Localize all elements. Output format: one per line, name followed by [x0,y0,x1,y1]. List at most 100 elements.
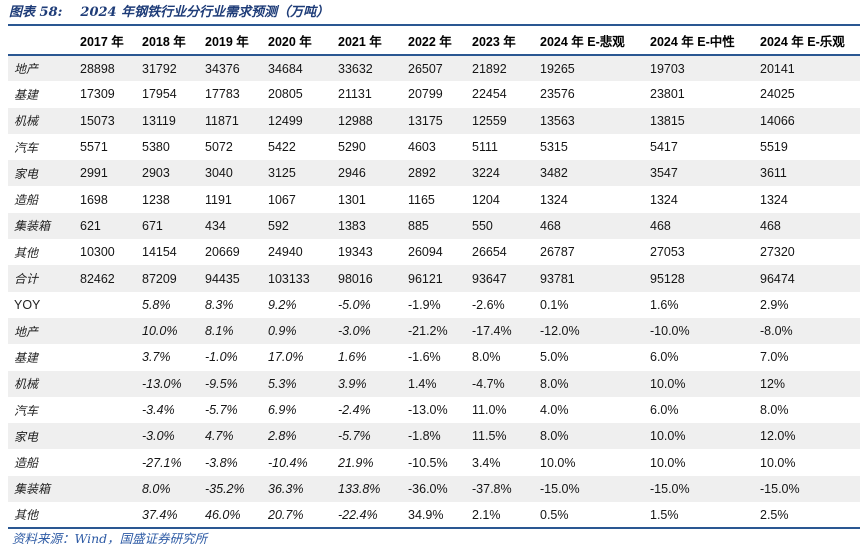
row-label: 基建 [14,87,39,102]
data-cell: -3.0% [142,429,175,444]
data-cell: 1204 [472,192,500,207]
data-cell: 5.3% [268,376,297,391]
data-cell: 7.0% [760,350,789,365]
table-row: 基建 17309 17954 17783 20805 21131 20799 22454 235… [8,81,860,107]
data-cell: 87209 [142,271,177,286]
data-cell: 98016 [338,271,373,286]
row-label: 机械 [14,114,39,129]
row-label: 家电 [14,429,39,444]
row-label: 地产 [14,62,39,77]
data-cell: -3.8% [205,455,238,470]
data-cell: -5.7% [338,429,371,444]
data-cell: 2892 [408,166,436,181]
data-cell: 23801 [650,87,685,102]
data-cell [74,449,136,475]
data-cell: 46.0% [205,507,241,522]
row-label: 汽车 [14,140,39,155]
data-cell: 6.0% [650,350,679,365]
row-label: 集装箱 [14,482,51,497]
data-cell: 2903 [142,166,170,181]
data-cell: 1.4% [408,376,437,391]
data-cell: 1698 [80,192,108,207]
data-cell: 3547 [650,166,678,181]
data-cell: 1324 [540,192,568,207]
header-cell: 2023 年 [472,34,516,49]
data-cell: 17309 [80,87,115,102]
data-cell: -5.0% [338,297,371,312]
data-cell: -17.4% [472,324,512,339]
demand-forecast-table: 2017 年 2018 年 2019 年 2020 年 2021 年 2022 年 2023… [8,24,860,530]
header-cell: 2024 年 E-悲观 [540,34,625,49]
table-row: 基建 3.7% -1.0% 17.0% 1.6% -1.6% 8.0% 5.0% 6.0% 7.0… [8,344,860,370]
data-cell: 5.0% [540,350,569,365]
data-cell: 13563 [540,113,575,128]
data-cell: 3611 [760,166,787,181]
row-label: 基建 [14,350,39,365]
data-cell: 26507 [408,61,443,76]
table-row: 地产 28898 31792 34376 34684 33632 26507 21892 192… [8,55,860,82]
data-cell: 1238 [142,192,170,207]
data-cell: 17783 [205,87,240,102]
data-cell: 12% [760,376,786,391]
table-header: 2017 年 2018 年 2019 年 2020 年 2021 年 2022 年 2023… [8,25,860,55]
data-cell: 10.0% [760,455,796,470]
data-cell: 8.0% [540,376,569,391]
data-cell: 2.8% [268,429,297,444]
table-row: YOY 5.8% 8.3% 9.2% -5.0% -1.9% -2.6% 0.1% 1.6% 2.… [8,292,860,318]
data-cell: -10.5% [408,455,448,470]
data-cell: -2.4% [338,403,371,417]
data-cell: 1324 [760,192,788,207]
figure-number: 图表 58: [9,5,63,20]
data-cell [74,476,136,502]
row-label: 集装箱 [14,219,51,234]
header-cell: 2017 年 [80,34,124,49]
data-cell: -22.4% [338,507,378,522]
data-cell: 4.0% [540,403,569,417]
data-cell: 10.0% [650,376,686,391]
data-cell: 3.7% [142,350,171,365]
data-cell: -4.7% [472,376,505,391]
data-cell: 96121 [408,271,443,286]
source-note: 资料来源：Wind，国盛证券研究所 [12,531,208,546]
data-cell: 592 [268,218,289,233]
data-cell: 34684 [268,61,303,76]
data-cell: 21.9% [338,455,374,470]
data-cell: -10.0% [650,324,690,339]
data-cell: -15.0% [540,481,580,496]
data-cell: -1.6% [408,350,441,365]
data-cell: 13119 [142,113,176,128]
data-cell: 27053 [650,245,685,260]
data-cell: 28898 [80,61,115,76]
data-cell: -9.5% [205,376,238,391]
data-cell: 13175 [408,113,443,128]
header-cell: 2024 年 E-乐观 [760,34,845,49]
data-cell: 103133 [268,271,310,286]
data-cell: 19265 [540,61,575,76]
data-cell: -2.6% [472,297,505,312]
data-cell: 4.7% [205,429,234,444]
data-cell: 19703 [650,61,685,76]
data-cell: 10.0% [142,324,178,339]
data-cell: 24025 [760,87,795,102]
data-cell: 2.9% [760,297,789,312]
data-cell: 3.9% [338,376,367,391]
row-label: 合计 [14,272,39,287]
row-label: 汽车 [14,403,39,418]
data-cell: 26787 [540,245,575,260]
data-cell: 1.6% [338,350,367,365]
header-cell: 2019 年 [205,34,249,49]
data-cell: 11.5% [472,429,507,444]
data-cell: 3125 [268,166,296,181]
data-cell: 96474 [760,271,795,286]
header-cell: 2018 年 [142,34,186,49]
data-cell [74,344,136,370]
table-row: 其他 37.4% 46.0% 20.7% -22.4% 34.9% 2.1% 0.5% 1.5%… [8,502,860,528]
data-cell: 468 [760,218,781,233]
data-cell: 1383 [338,218,366,233]
data-cell: -36.0% [408,481,448,496]
table-row: 机械 -13.0% -9.5% 5.3% 3.9% 1.4% -4.7% 8.0% 10.0% 1… [8,370,860,397]
data-cell: 12559 [472,113,507,128]
row-label: YOY [14,297,41,312]
data-cell: 24940 [268,245,303,260]
